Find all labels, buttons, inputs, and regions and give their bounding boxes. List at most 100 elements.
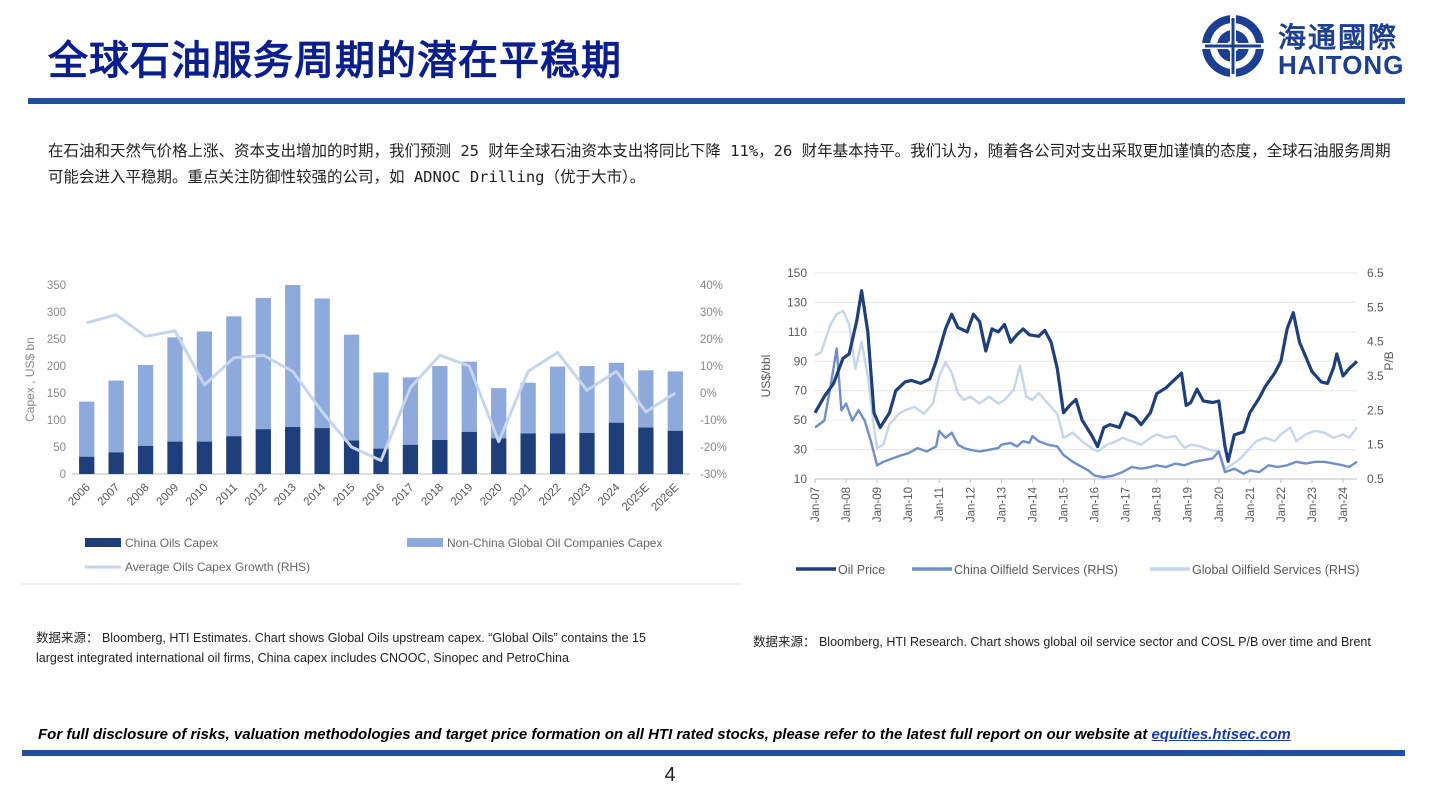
y2-tick-label: 1.5 <box>1367 438 1384 452</box>
x-tick-label: 2009 <box>155 482 182 509</box>
x-tick-label: Jan-18 <box>1152 487 1164 522</box>
x-tick-label: Jan-10 <box>903 487 915 522</box>
y2-tick-label: 5.5 <box>1367 300 1384 314</box>
bar-non-china-capex <box>108 380 124 453</box>
bar-non-china-capex <box>432 366 448 440</box>
bar-non-china-capex <box>491 388 507 439</box>
y2-tick-label: 40% <box>700 280 723 292</box>
bar-china-capex <box>196 441 213 474</box>
bar-non-china-capex <box>549 366 566 434</box>
bar-non-china-capex <box>226 316 242 437</box>
x-tick-label: 2007 <box>96 482 123 509</box>
header-divider <box>28 98 1405 104</box>
bar-china-capex <box>137 445 154 474</box>
x-tick-label: Jan-09 <box>872 487 884 522</box>
page-number: 4 <box>664 764 676 786</box>
bar-china-capex <box>226 436 242 474</box>
y2-tick-label: 4.5 <box>1367 335 1384 349</box>
x-tick-label: Jan-19 <box>1183 487 1195 522</box>
haitong-logo: 海通國際 HAITONG <box>1198 12 1408 80</box>
disclaimer-text: For full disclosure of risks, valuation … <box>38 726 1152 743</box>
bar-china-capex <box>520 433 536 474</box>
x-tick-label: 2023 <box>567 482 594 509</box>
y-tick-label: 300 <box>47 307 66 319</box>
bar-non-china-capex <box>667 371 683 431</box>
line-oil-price <box>813 289 1359 463</box>
logo-text-english: HAITONG <box>1278 50 1405 80</box>
x-tick-label: 2016 <box>361 482 388 509</box>
y-tick-label: 130 <box>787 295 807 309</box>
y2-tick-label: 6.5 <box>1367 266 1384 280</box>
x-tick-label: 2008 <box>125 482 152 509</box>
bar-non-china-capex <box>255 297 271 430</box>
bar-china-capex <box>461 431 477 474</box>
x-tick-label: Jan-22 <box>1276 487 1288 522</box>
y-tick-label: 50 <box>53 442 66 454</box>
y-tick-label: 110 <box>788 325 807 339</box>
y-tick-label: 10 <box>794 472 808 486</box>
website-link[interactable]: equities.htisec.com <box>1151 726 1291 743</box>
haitong-emblem-icon <box>1201 14 1265 78</box>
x-tick-label: Jan-13 <box>996 487 1008 522</box>
x-tick-label: 2006 <box>66 482 93 509</box>
x-tick-label: Jan-15 <box>1058 487 1070 522</box>
legend-oil-price-label: Oil Price <box>838 563 885 577</box>
bar-china-capex <box>167 441 183 474</box>
legend-label-non-china-capex: Non-China Global Oil Companies Capex <box>447 536 662 550</box>
x-tick-label: 2014 <box>302 481 329 508</box>
bar-china-capex <box>608 422 625 474</box>
x-tick-label: Jan-24 <box>1338 486 1350 522</box>
x-tick-label: 2025E <box>620 481 652 513</box>
y2-tick-label: 0.5 <box>1367 472 1384 486</box>
y-axis-label: Capex , US$ bn <box>23 337 37 422</box>
y-tick-label: 150 <box>47 388 66 400</box>
logo-text-chinese: 海通國際 <box>1278 21 1399 54</box>
bar-non-china-capex <box>285 285 301 428</box>
y-tick-label: 200 <box>47 361 66 373</box>
bar-non-china-capex <box>373 372 389 449</box>
bar-non-china-capex <box>343 334 360 441</box>
x-tick-label: Jan-11 <box>934 487 946 521</box>
legend-swatch-china-capex <box>85 538 121 547</box>
disclaimer: For full disclosure of risks, valuation … <box>38 726 1291 743</box>
x-tick-label: 2017 <box>390 482 417 509</box>
y2-tick-label: 20% <box>700 334 723 346</box>
source-note-left: 数据来源： Bloomberg, HTI Estimates. Chart sh… <box>36 631 646 665</box>
bar-non-china-capex <box>579 366 595 433</box>
bar-non-china-capex <box>137 364 154 446</box>
x-tick-label: Jan-12 <box>965 487 977 522</box>
y2-tick-label: 10% <box>700 361 723 373</box>
source-note-right: 数据来源： Bloomberg, HTI Research. Chart sho… <box>753 635 1371 649</box>
bar-china-capex <box>549 433 566 474</box>
bar-china-capex <box>579 432 595 474</box>
bar-china-capex <box>285 427 301 474</box>
line-china-oilfield-services <box>814 347 1358 479</box>
legend-global-oilfield-services-label: Global Oilfield Services (RHS) <box>1192 563 1359 577</box>
y-tick-label: 100 <box>47 415 66 427</box>
x-tick-label: Jan-08 <box>841 487 853 522</box>
bar-china-capex <box>638 427 654 474</box>
y-tick-label: 30 <box>794 443 808 457</box>
bar-non-china-capex <box>638 370 654 428</box>
legend-label-capex-growth: Average Oils Capex Growth (RHS) <box>125 560 310 574</box>
x-tick-label: Jan-07 <box>810 487 822 522</box>
x-tick-label: 2010 <box>184 482 211 509</box>
bar-china-capex <box>255 429 271 474</box>
x-tick-label: 2015 <box>331 482 358 509</box>
y2-axis-label: P/B <box>1382 351 1396 370</box>
x-tick-label: 2019 <box>449 482 476 509</box>
x-tick-label: Jan-23 <box>1307 487 1319 522</box>
y-tick-label: 70 <box>794 384 808 398</box>
y2-tick-label: -10% <box>700 415 727 427</box>
legend-china-oilfield-services-label: China Oilfield Services (RHS) <box>954 563 1118 577</box>
bar-china-capex <box>79 456 95 474</box>
x-tick-label: Jan-14 <box>1027 486 1039 522</box>
bar-non-china-capex <box>461 361 477 432</box>
bar-china-capex <box>108 452 124 474</box>
page-title: 全球石油服务周期的潜在平稳期 <box>48 37 622 84</box>
bar-china-capex <box>491 438 507 474</box>
x-tick-label: 2024 <box>596 481 623 508</box>
capex-bar-chart: 0 50 100 150 200 250 300 350 -30% -20% -10% 0% 10% 20… <box>20 280 742 585</box>
footer-divider <box>22 750 1405 756</box>
y2-tick-label: 3.5 <box>1367 369 1384 383</box>
